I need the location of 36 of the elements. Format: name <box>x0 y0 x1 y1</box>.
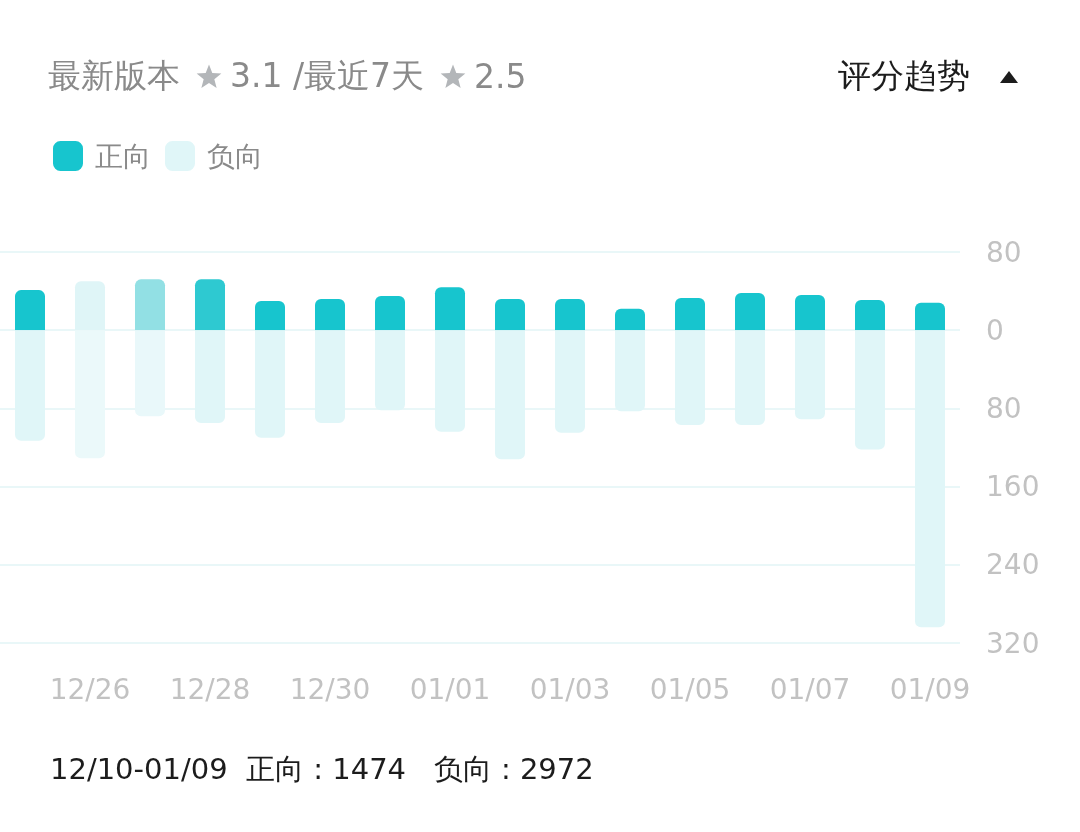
x-tick-label: 01/03 <box>529 672 611 706</box>
y-tick-label: 160 <box>986 470 1040 504</box>
text: 3.1 /最近7天 <box>230 55 425 97</box>
text: 2.5 <box>474 57 527 96</box>
bar <box>735 293 765 331</box>
legend-label: 正向 <box>95 139 151 173</box>
legend-label: 负向 <box>207 139 263 173</box>
text: 最新版本 <box>48 55 180 97</box>
bar <box>795 295 825 331</box>
bar <box>195 279 225 331</box>
x-tick-label: 12/28 <box>169 672 251 706</box>
x-tick-label: 01/05 <box>649 672 731 706</box>
y-tick-label: 240 <box>986 548 1040 582</box>
y-tick-label: 80 <box>986 391 1022 425</box>
chart-title: 评分趋势 <box>838 55 970 97</box>
bar <box>675 297 705 331</box>
x-tick-label: 01/07 <box>769 672 851 706</box>
bar <box>555 298 585 331</box>
bar <box>15 290 45 331</box>
bar <box>375 295 405 331</box>
bar <box>615 308 645 331</box>
bar <box>495 298 525 331</box>
bar <box>255 300 285 331</box>
text: 12/10-01/09 正向 : 1474 负向 : 2972 <box>50 751 594 788</box>
bar <box>315 298 345 331</box>
x-tick-label: 01/01 <box>409 672 491 706</box>
y-tick-label: 80 <box>986 235 1022 269</box>
bar <box>915 302 945 331</box>
x-tick-label: 12/30 <box>289 672 371 706</box>
y-tick-label: 0 <box>986 313 1004 347</box>
x-tick-label: 12/26 <box>49 672 131 706</box>
bar <box>435 287 465 331</box>
bar <box>135 279 165 331</box>
x-tick-label: 01/09 <box>889 672 971 706</box>
bar <box>855 299 885 331</box>
y-tick-label: 320 <box>986 626 1040 660</box>
